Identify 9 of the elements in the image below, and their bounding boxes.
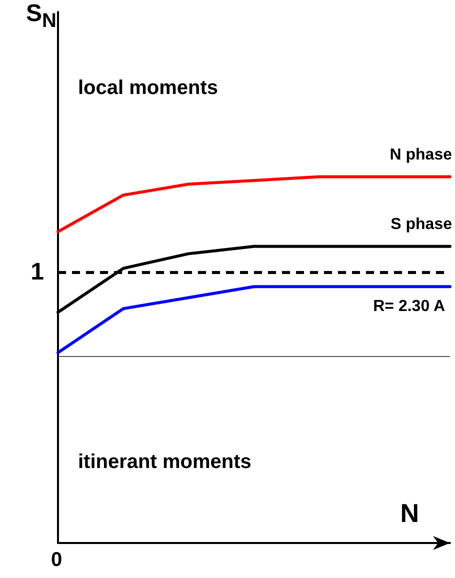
ref-line-label: 1 <box>30 258 44 286</box>
series-label: S phase <box>390 216 452 233</box>
annotation: itinerant moments <box>78 450 252 474</box>
text: 0 <box>51 548 62 572</box>
series-label: N phase <box>390 146 452 164</box>
text: local moments <box>78 76 218 100</box>
x-axis-title: N <box>400 498 420 528</box>
annotation: R= 2.30 A <box>373 297 445 317</box>
text: S$_{N}$ <box>26 0 56 34</box>
